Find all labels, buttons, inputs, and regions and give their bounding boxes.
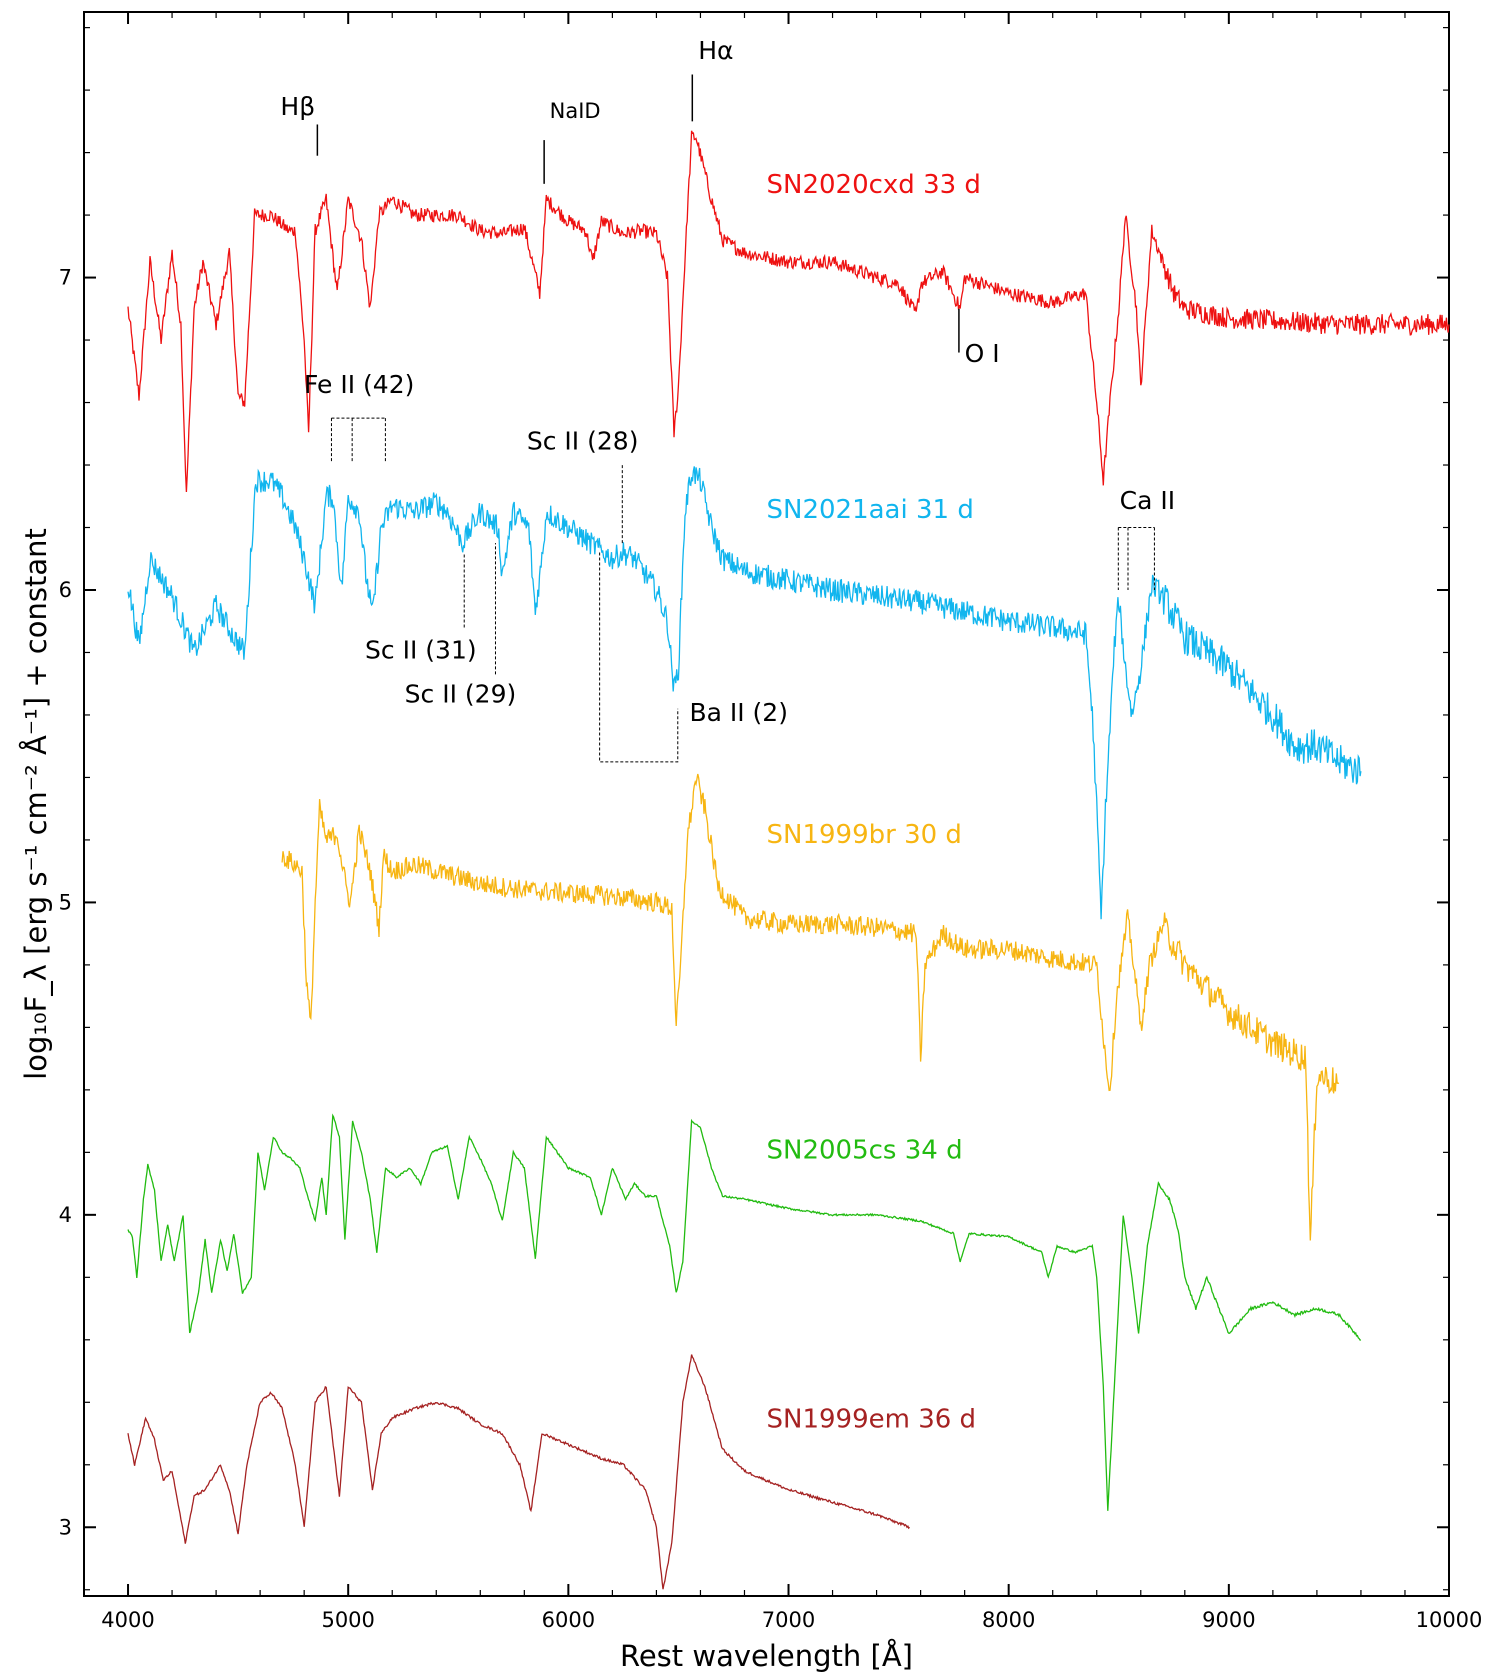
spectrum-SN2020cxd: [127, 130, 1450, 493]
axis-ticks: 4000 5000 6000 7000 8000 9000 10000 3 4 5 6 7: [59, 12, 1483, 1632]
x-tick-label: 4000: [101, 1608, 154, 1632]
series-label-SN2021aai: SN2021aai 31 d: [767, 495, 974, 525]
x-tick-label: 6000: [542, 1608, 595, 1632]
series-label-SN2020cxd: SN2020cxd 33 d: [767, 170, 981, 200]
x-tick-label: 8000: [982, 1608, 1035, 1632]
ba-bracket: [599, 552, 679, 763]
line-label: NaID: [550, 99, 601, 123]
y-tick-label: 7: [59, 266, 72, 290]
y-tick-label: 5: [59, 890, 72, 914]
line-label: Hβ: [280, 92, 315, 121]
y-axis-label: log₁₀F_λ [erg s⁻¹ cm⁻² Å⁻¹] + constant: [19, 528, 53, 1080]
x-tick-label: 10000: [1416, 1608, 1483, 1632]
spectra-series: SN2020cxd 33 d SN2021aai 31 d SN1999br 30 …: [127, 130, 1450, 1590]
bracket-label: Fe II (42): [304, 370, 414, 399]
series-label-SN1999br: SN1999br 30 d: [767, 820, 962, 850]
x-tick-label: 9000: [1202, 1608, 1255, 1632]
y-tick-label: 4: [59, 1203, 72, 1227]
x-axis-label: Rest wavelength [Å]: [620, 1639, 913, 1673]
plot-frame: [83, 11, 1450, 1597]
spectrum-SN2021aai: [127, 466, 1362, 920]
line-label: O I: [965, 339, 1000, 368]
dashed-marker-label: Sc II (28): [527, 426, 639, 455]
bracket-label: Ca II: [1120, 486, 1175, 515]
dashed-marker-label: Sc II (29): [405, 679, 517, 708]
x-tick-label: 7000: [762, 1608, 815, 1632]
spectrum-SN1999em: [127, 1354, 911, 1590]
series-label-SN2005cs: SN2005cs 34 d: [767, 1136, 963, 1166]
y-tick-label: 3: [59, 1515, 72, 1539]
dashed-marker-label: Sc II (31): [365, 636, 477, 665]
ba-bracket-label: Ba II (2): [689, 698, 788, 727]
line-label: Hα: [698, 36, 733, 65]
annotations: Hβ NaID Hα O I Fe II (42) Ca II Sc II (28) Sc I…: [280, 36, 1175, 763]
series-label-SN1999em: SN1999em 36 d: [767, 1404, 977, 1434]
spectrum-SN2005cs: [127, 1113, 1362, 1511]
x-tick-label: 5000: [321, 1608, 374, 1632]
y-tick-label: 6: [59, 578, 72, 602]
spectrum-SN1999br: [281, 773, 1340, 1241]
